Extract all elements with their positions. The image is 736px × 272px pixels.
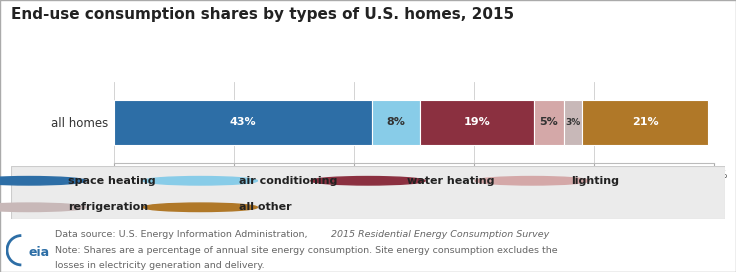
Text: 8%: 8% bbox=[386, 118, 406, 127]
Text: Data source: U.S. Energy Information Administration,: Data source: U.S. Energy Information Adm… bbox=[55, 230, 311, 239]
Circle shape bbox=[143, 203, 258, 212]
Text: space heating: space heating bbox=[68, 176, 156, 186]
Text: End-use consumption shares by types of U.S. homes, 2015: End-use consumption shares by types of U… bbox=[11, 7, 514, 22]
Text: water heating: water heating bbox=[407, 176, 495, 186]
Bar bbox=[564, 100, 582, 145]
Bar bbox=[582, 100, 708, 145]
Text: 2015 Residential Energy Consumption Survey: 2015 Residential Energy Consumption Surv… bbox=[331, 230, 550, 239]
Bar bbox=[420, 100, 534, 145]
Text: eia: eia bbox=[29, 246, 50, 259]
Text: Note: Shares are a percentage of annual site energy consumption. Site energy con: Note: Shares are a percentage of annual … bbox=[55, 246, 558, 255]
Text: all other: all other bbox=[239, 202, 292, 212]
Text: 21%: 21% bbox=[631, 118, 658, 127]
Text: 3%: 3% bbox=[565, 118, 581, 127]
Text: 19%: 19% bbox=[464, 118, 490, 127]
Circle shape bbox=[143, 177, 258, 185]
Circle shape bbox=[0, 203, 86, 212]
Circle shape bbox=[0, 177, 86, 185]
Bar bbox=[372, 100, 420, 145]
Bar bbox=[114, 100, 372, 145]
Text: 43%: 43% bbox=[230, 118, 256, 127]
FancyBboxPatch shape bbox=[11, 166, 725, 219]
Circle shape bbox=[475, 177, 590, 185]
Text: lighting: lighting bbox=[571, 176, 620, 186]
Text: 5%: 5% bbox=[539, 118, 559, 127]
Circle shape bbox=[311, 177, 425, 185]
Bar bbox=[534, 100, 564, 145]
Text: air conditioning: air conditioning bbox=[239, 176, 338, 186]
Text: refrigeration: refrigeration bbox=[68, 202, 148, 212]
Text: losses in electricity generation and delivery.: losses in electricity generation and del… bbox=[55, 261, 265, 270]
